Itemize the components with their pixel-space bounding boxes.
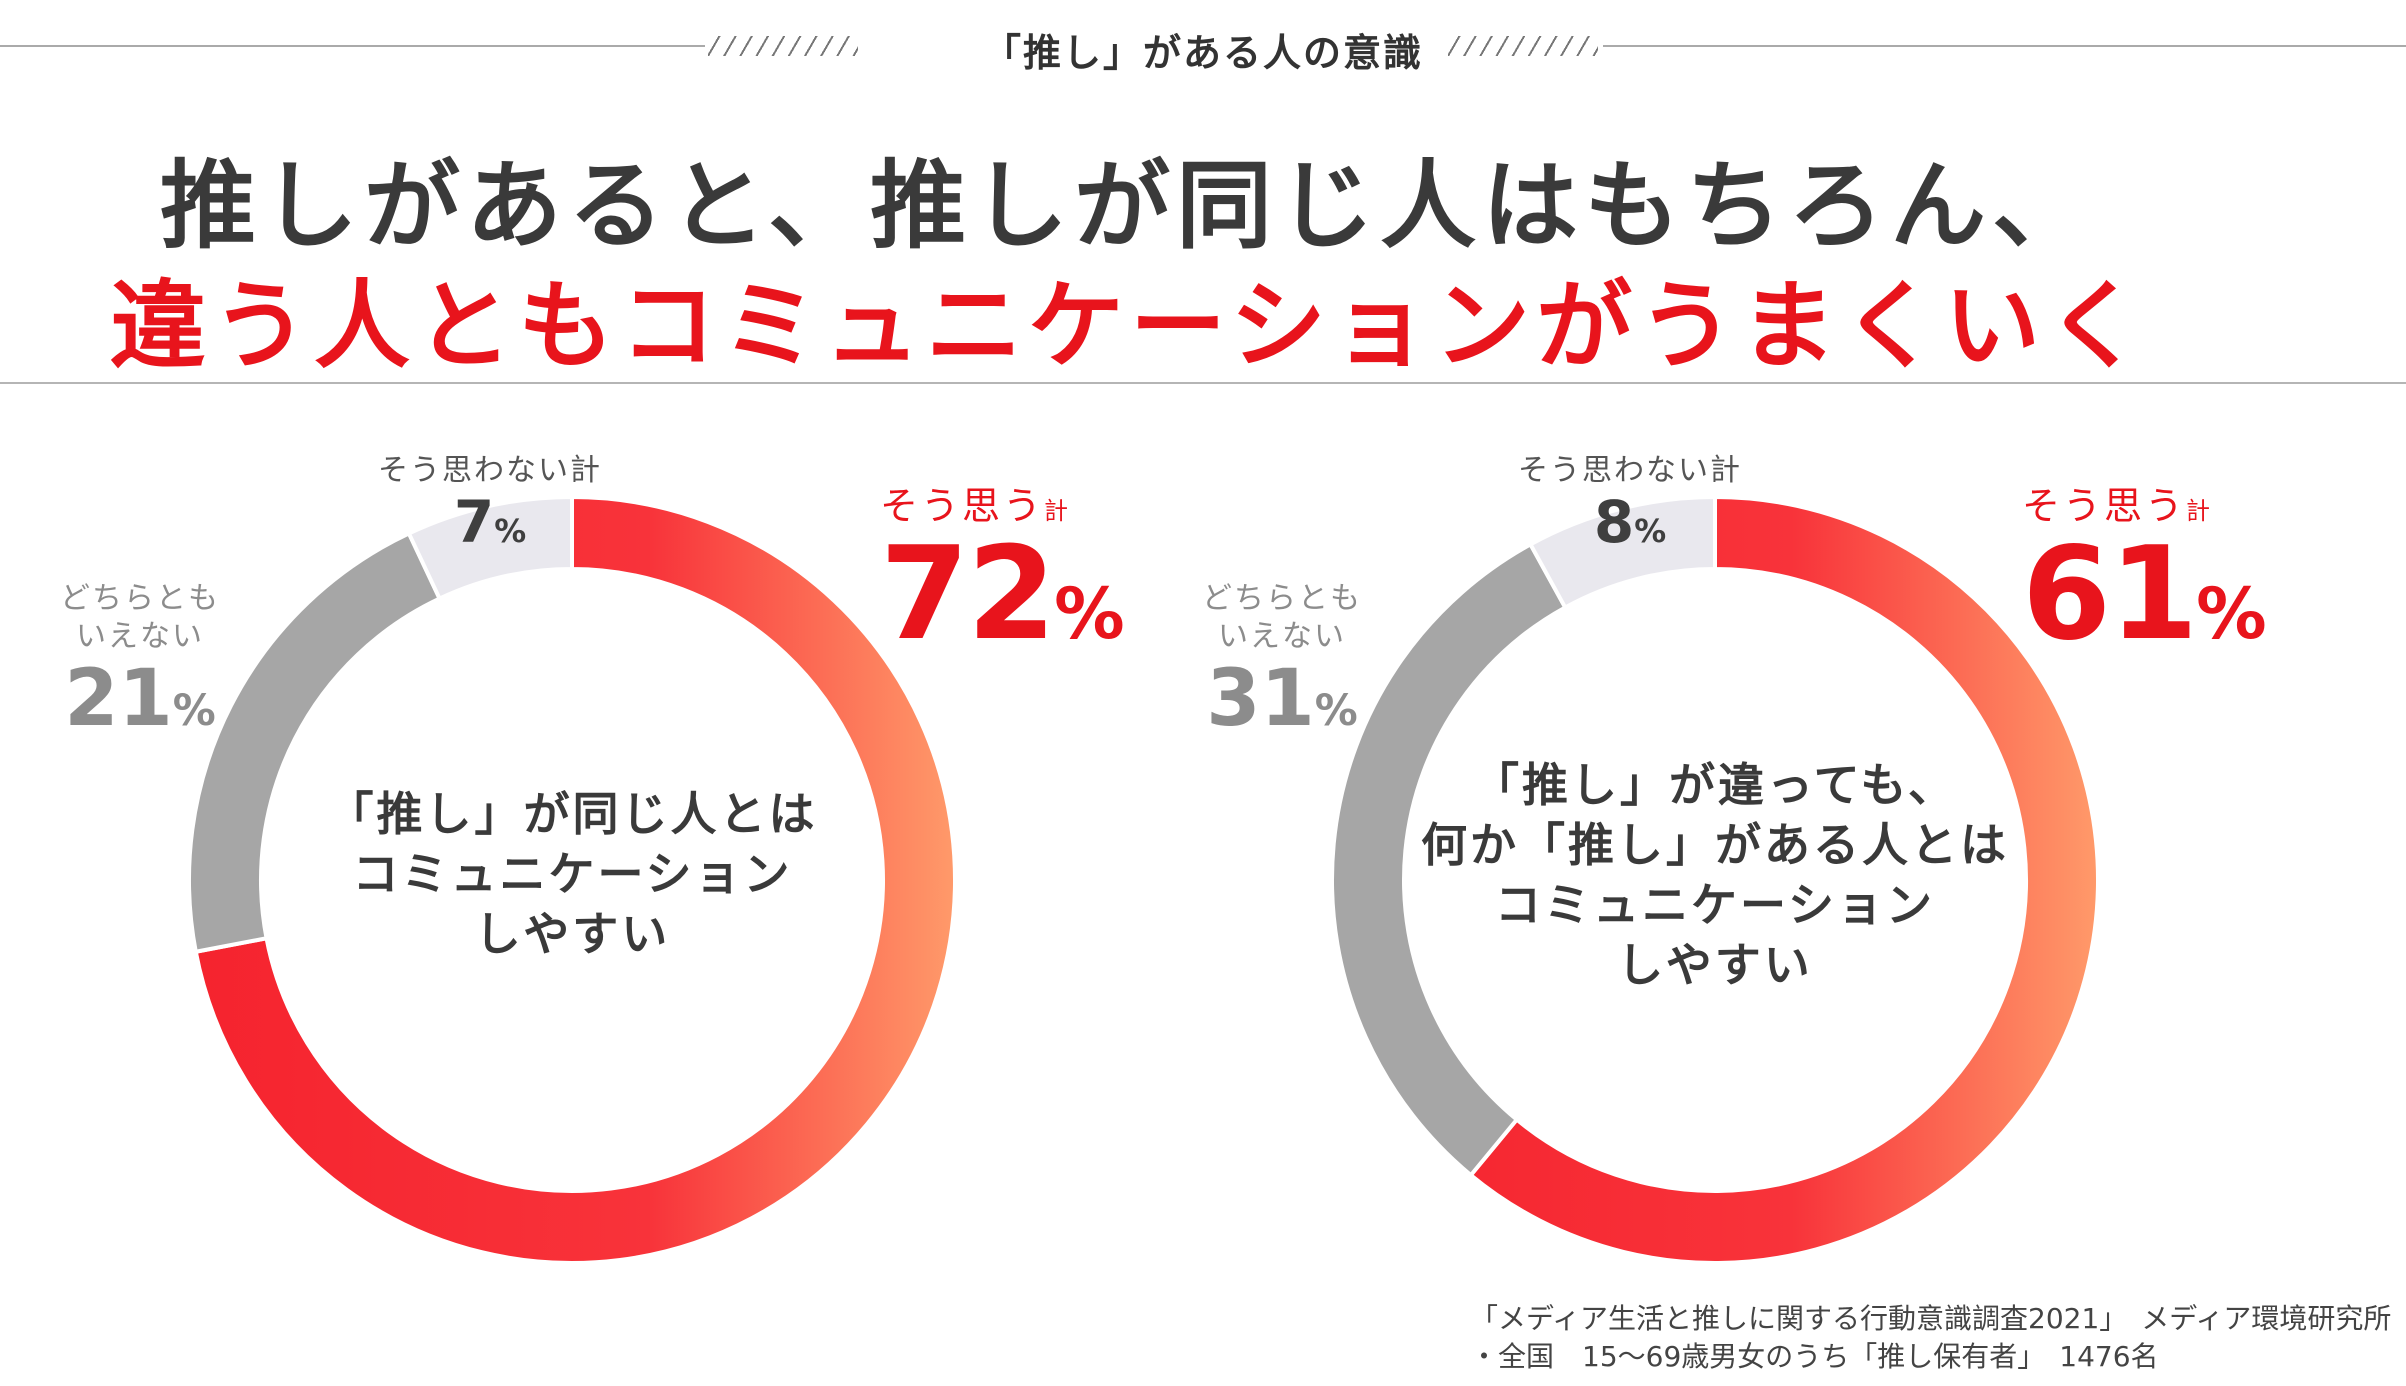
section-title: 「推し」がある人の意識 — [982, 31, 1423, 75]
chart2-neutral-label: どちらとも いえない 31% — [1182, 580, 1382, 754]
chart2-center-line: 何か「推し」がある人とは — [1421, 818, 2009, 872]
chart1-neutral-unit: % — [172, 686, 216, 736]
header-rule-left — [0, 45, 705, 47]
chart2-neutral-line2: いえない — [1218, 619, 1346, 654]
chart2-center-line: しやすい — [1617, 938, 1813, 992]
donut-slice-agree — [1468, 494, 2100, 1265]
chart1-disagree-value: 7 — [453, 488, 495, 556]
chart1-neutral-line2: いえない — [76, 619, 204, 654]
chart2-agree-unit: % — [2196, 573, 2267, 655]
headline-line2: 違う人ともコミュニケーションがうまくいく — [110, 270, 2149, 382]
chart2-center-text: 「推し」が違っても、 何か「推し」がある人とは コミュニケーション しやすい — [1410, 755, 2020, 995]
header-hatch-left — [708, 36, 858, 56]
chart1-disagree-label: そう思わない計 7% — [375, 445, 605, 564]
chart1-neutral-value: 21 — [64, 654, 173, 744]
footnote-line2: ・全国 15～69歳男女のうち「推し保有者」 1476名 — [1470, 1340, 2159, 1373]
donut-chart-1 — [187, 494, 957, 1265]
chart2-neutral-value: 31 — [1206, 654, 1315, 744]
chart1-center-line: コミュニケーション — [352, 847, 793, 901]
chart1-center-text: 「推し」が同じ人とは コミュニケーション しやすい — [290, 784, 855, 964]
chart2-disagree-value: 8 — [1593, 488, 1635, 556]
chart2-neutral-line1: どちらとも — [1202, 581, 1362, 616]
donut-slice-agree — [193, 494, 957, 1265]
chart1-agree-label: そう思う計 72% — [880, 475, 1125, 679]
chart1-disagree-name: そう思わない計 — [378, 453, 602, 488]
chart1-disagree-unit: % — [494, 512, 527, 550]
chart2-agree-value: 61 — [2022, 520, 2198, 669]
header-rule-right — [1603, 45, 2406, 47]
chart2-agree-suffix: 計 — [2186, 497, 2214, 525]
source-footnote: 「メディア生活と推しに関する行動意識調査2021」 メディア環境研究所 ・全国 … — [1470, 1300, 2391, 1376]
donut-slice-disagree — [1527, 494, 1717, 611]
donut-slice-disagree — [406, 494, 574, 602]
chart1-center-line: しやすい — [474, 907, 671, 961]
chart2-center-line: コミュニケーション — [1494, 878, 1936, 932]
chart1-agree-unit: % — [1054, 573, 1125, 655]
chart2-agree-label: そう思う計 61% — [2022, 475, 2267, 679]
chart2-agree-name: そう思う — [2022, 484, 2187, 528]
chart1-agree-suffix: 計 — [1044, 497, 1072, 525]
headline-line1: 推しがあると、推しが同じ人はもちろん、 — [160, 150, 2095, 262]
chart1-agree-name: そう思う — [880, 484, 1045, 528]
chart2-disagree-unit: % — [1634, 512, 1667, 550]
chart1-center-line: 「推し」が同じ人とは — [327, 787, 818, 841]
chart1-neutral-line1: どちらとも — [60, 581, 220, 616]
header-hatch-right — [1448, 36, 1598, 56]
chart1-agree-value: 72 — [880, 520, 1056, 669]
footnote-line1: 「メディア生活と推しに関する行動意識調査2021」 メディア環境研究所 — [1470, 1302, 2392, 1335]
chart2-disagree-label: そう思わない計 8% — [1510, 445, 1750, 564]
chart2-disagree-name: そう思わない計 — [1518, 453, 1742, 488]
chart2-center-line: 「推し」が違っても、 — [1472, 758, 1958, 812]
chart1-neutral-label: どちらとも いえない 21% — [40, 580, 240, 754]
headline-divider — [0, 382, 2406, 384]
donut-chart-2 — [1330, 494, 2100, 1265]
chart2-neutral-unit: % — [1314, 686, 1358, 736]
